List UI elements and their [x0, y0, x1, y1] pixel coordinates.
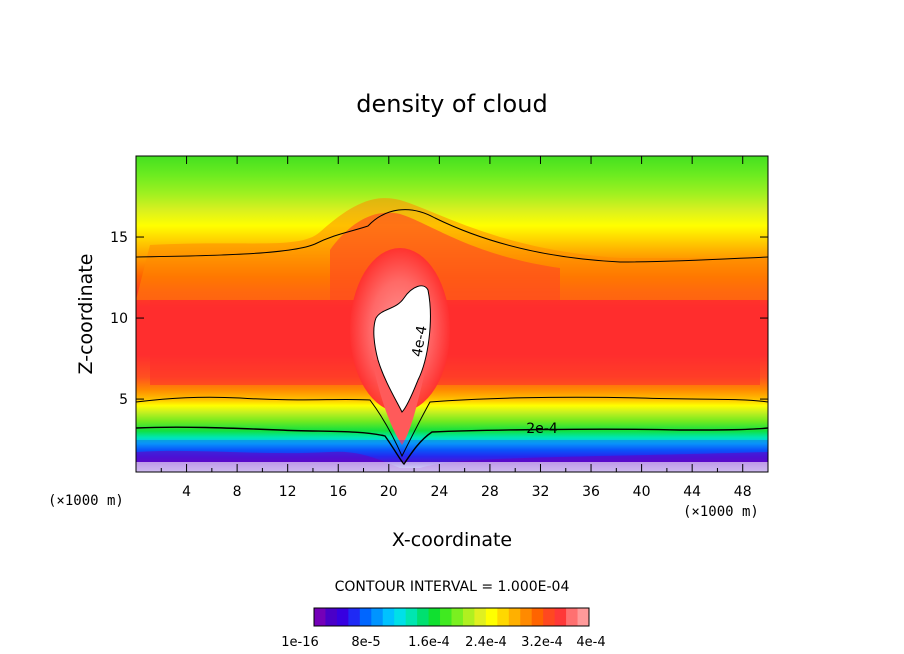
colorbar-swatch [462, 608, 475, 626]
surface-gap [136, 462, 768, 472]
colorbar [313, 607, 590, 627]
colorbar-swatch [371, 608, 384, 626]
colorbar-label: 2.4e-4 [465, 635, 507, 650]
colorbar-swatch [348, 608, 361, 626]
x-tick-label: 40 [633, 484, 651, 500]
colorbar-swatch [531, 608, 544, 626]
x-tick-label: 24 [430, 484, 448, 500]
colorbar-swatch [440, 608, 452, 626]
colorbar-swatch [405, 608, 418, 626]
colorbar-swatch [474, 608, 487, 626]
y-axis-label: Z-coordinate [75, 254, 97, 375]
colorbar-label: 8e-5 [351, 635, 380, 650]
colorbar-label: 1.6e-4 [408, 635, 450, 650]
y-tick-label: 5 [119, 392, 128, 408]
colorbar-swatch [508, 608, 521, 626]
contour-label-4e-4: 4e-4 [409, 324, 430, 358]
colorbar-swatch [554, 608, 567, 626]
colorbar-swatch [417, 608, 430, 626]
x-tick-label: 20 [380, 484, 398, 500]
colorbar-swatch [451, 608, 464, 626]
colorbar-swatch [382, 608, 395, 626]
contour-interval: CONTOUR INTERVAL = 1.000E-04 [335, 579, 570, 595]
y-tick-label: 15 [110, 230, 128, 246]
colorbar-swatch [577, 608, 590, 626]
x-tick-label: 16 [329, 484, 347, 500]
colorbar-swatch [520, 608, 533, 626]
y-tick-label: 10 [110, 311, 128, 327]
colorbar-label: 4e-4 [576, 635, 605, 650]
colorbar-label: 3.2e-4 [521, 635, 563, 650]
colorbar-frame [313, 607, 590, 627]
x-tick-label: 4 [182, 484, 191, 500]
colorbar-swatch [497, 608, 510, 626]
red-core-band [150, 300, 760, 385]
colorbar-swatch [566, 608, 579, 626]
colorbar-swatch [325, 608, 338, 626]
max-density-region [373, 285, 431, 413]
contour-line-mid [136, 396, 768, 458]
colorbar-swatch [543, 608, 556, 626]
colorbar-swatch [314, 608, 326, 626]
contour-line-2e-4 [136, 426, 768, 466]
colorbar-swatch [336, 608, 349, 626]
x-axis-label: X-coordinate [392, 529, 512, 551]
x-axis-ticks: 4 8 12 16 20 24 28 32 36 40 44 48 [160, 156, 752, 500]
x-tick-label: 32 [532, 484, 550, 500]
x-tick-label: 8 [233, 484, 242, 500]
y-axis-ticks: 5 10 15 [110, 230, 768, 408]
colorbar-label: 1e-16 [281, 635, 319, 650]
x-unit-right: (×1000 m) [683, 504, 759, 520]
contour-field [136, 156, 768, 472]
plot-frame [135, 155, 769, 473]
colorbar-swatch [359, 608, 372, 626]
x-tick-label: 48 [734, 484, 752, 500]
x-tick-label: 36 [582, 484, 600, 500]
x-tick-label: 44 [683, 484, 701, 500]
contour-label-2e-4: 2e-4 [526, 421, 558, 437]
colorbar-swatch [485, 608, 498, 626]
x-unit-left: (×1000 m) [48, 493, 124, 509]
x-tick-label: 12 [279, 484, 297, 500]
contour-line-upper [136, 209, 768, 263]
x-tick-label: 28 [481, 484, 499, 500]
colorbar-labels: 1e-16 8e-5 1.6e-4 2.4e-4 3.2e-4 4e-4 [281, 635, 605, 650]
colorbar-swatch [394, 608, 407, 626]
colorbar-swatch [428, 608, 441, 626]
chart-title: density of cloud [356, 90, 547, 118]
